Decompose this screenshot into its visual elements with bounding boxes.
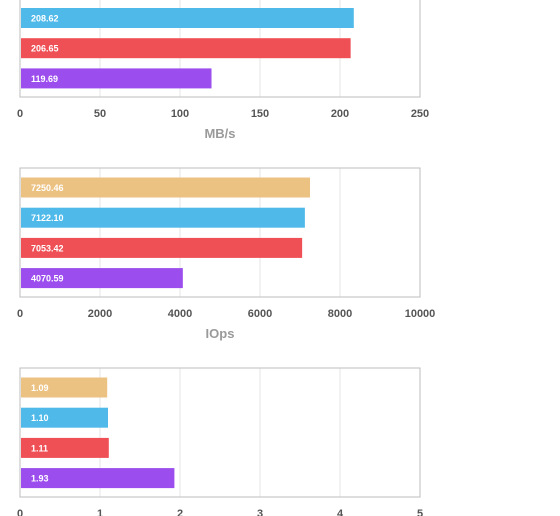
plot-frame [19,367,421,498]
x-tick-label: 0 [17,508,23,516]
x-tick-label: 2 [177,508,183,516]
x-tick-label: 3 [257,508,263,516]
bar-value-label: 1.09 [31,383,49,393]
bar-blue [21,407,108,428]
chart-1: 208.62 206.65 119.69 0 50 100 150 200 250 MB/s [17,0,429,141]
bar-value-label: 119.69 [31,74,58,84]
x-tick-label: 100 [171,108,189,120]
bar-value-label: 208.62 [31,14,59,24]
x-tick-label: 6000 [248,308,272,320]
x-axis-label: MB/s [204,126,235,141]
bar-blue [21,207,305,228]
x-tick-label: 4000 [168,308,192,320]
x-tick-label: 0 [17,308,23,320]
bar-value-label: 4070.59 [31,274,64,284]
bar-red [21,38,351,59]
x-tick-label: 250 [411,108,429,120]
x-tick-label: 4 [337,508,344,516]
x-tick-label: 8000 [328,308,352,320]
bar-value-label: 1.10 [31,413,49,423]
plot-frame [19,0,421,98]
bar-purple [21,68,212,89]
bar-purple [21,468,175,489]
bar-value-label: 206.65 [31,44,59,54]
bar-value-label: 1.11 [31,443,48,453]
bar-value-label: 7053.42 [31,243,64,253]
bar-orange [21,177,311,198]
x-tick-label: 10000 [405,308,436,320]
bar-purple [21,268,183,289]
plot-frame [19,167,421,298]
x-tick-label: 150 [251,108,269,120]
bar-value-label: 1.93 [31,474,49,484]
x-axis-label: IOps [206,326,235,341]
bar-blue [21,8,354,28]
bar-value-label: 7250.46 [31,183,64,193]
x-tick-label: 1 [97,508,103,516]
x-tick-label: 2000 [88,308,112,320]
bar-value-label: 7122.10 [31,213,64,223]
x-tick-label: 50 [94,108,106,120]
chart-3: 1.09 1.10 1.11 1.93 0 1 2 3 4 5 [17,367,423,516]
bar-orange [21,377,108,398]
x-tick-label: 5 [417,508,423,516]
bar-red [21,437,109,458]
x-tick-label: 0 [17,108,23,120]
bar-red [21,237,303,258]
chart-2: 7250.46 7122.10 7053.42 4070.59 0 2000 4000 600… [17,167,436,341]
x-tick-label: 200 [331,108,349,120]
